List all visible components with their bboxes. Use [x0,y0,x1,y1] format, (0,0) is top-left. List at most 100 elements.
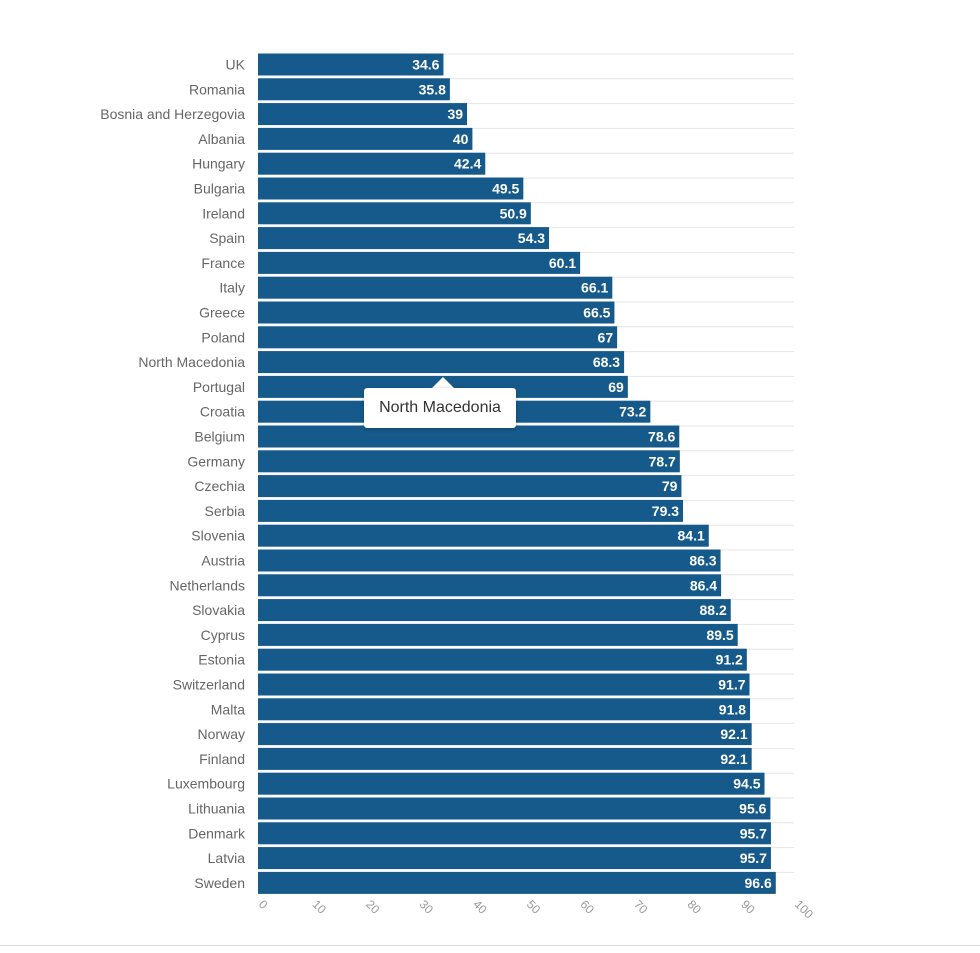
footer-divider [0,945,980,946]
category-label: Romania [189,81,245,97]
data-label: 73.2 [619,404,646,420]
category-label: Cyprus [201,627,245,643]
bar [258,227,550,250]
bar [258,152,486,175]
bar [258,723,752,746]
bar [258,623,738,646]
x-tick-label: 100 [792,897,816,921]
data-label: 68.3 [593,354,620,370]
category-label: Norway [198,726,245,742]
data-label: 60.1 [549,255,576,271]
category-label: Portugal [193,379,245,395]
data-label: 42.4 [454,156,481,172]
x-tick-label: 10 [309,897,329,917]
category-label: Italy [219,280,245,296]
data-label: 88.2 [700,602,727,618]
data-label: 96.6 [745,875,772,891]
x-tick-label: 80 [685,897,705,917]
bar [258,276,613,299]
category-label: Switzerland [173,677,245,693]
category-label: Austria [201,553,245,569]
category-label: Germany [187,453,245,469]
bar [258,177,524,200]
x-tick-label: 30 [417,897,437,917]
bar [258,351,625,374]
bar [258,847,771,870]
bar [258,202,531,225]
tooltip-arrow [432,377,454,388]
data-label: 34.6 [412,57,439,73]
data-label: 39 [447,106,463,122]
bar [258,53,444,76]
bar [258,524,709,547]
data-label: 95.6 [739,801,766,817]
category-label: Hungary [192,156,245,172]
x-tick-label: 70 [631,897,651,917]
bar [258,549,721,572]
x-tick-label: 60 [577,897,597,917]
bar [258,822,771,845]
x-tick-label: 50 [524,897,544,917]
data-label: 35.8 [419,81,446,97]
data-label: 79 [662,478,678,494]
category-label: North Macedonia [138,354,245,370]
category-label: Greece [199,305,245,321]
bar [258,450,680,473]
bar [258,127,473,150]
bar [258,747,752,770]
bar [258,673,750,696]
category-label: Bulgaria [194,181,246,197]
data-label: 92.1 [720,726,747,742]
category-label: UK [226,57,246,73]
category-label: Sweden [194,875,245,891]
data-label: 67 [598,329,614,345]
category-label: Albania [198,131,245,147]
bar [258,326,618,349]
category-label: Latvia [208,850,246,866]
data-label: 66.1 [581,280,608,296]
bar [258,648,747,671]
data-label: 91.7 [718,677,745,693]
category-label: Lithuania [188,801,245,817]
bar [258,772,765,795]
data-label: 91.2 [716,652,743,668]
data-label: 54.3 [518,230,545,246]
data-label: 86.3 [689,553,716,569]
category-label: Slovakia [192,602,245,618]
data-label: 92.1 [720,751,747,767]
data-label: 95.7 [740,850,767,866]
data-label: 50.9 [500,205,527,221]
data-label: 78.7 [649,453,676,469]
category-label: Bosnia and Herzegovia [100,106,245,122]
category-label: Ireland [202,205,245,221]
bar [258,78,450,101]
category-label: Croatia [200,404,245,420]
category-label: Luxembourg [167,776,245,792]
category-label: France [201,255,245,271]
data-label: 89.5 [706,627,733,643]
data-label: 69 [608,379,624,395]
category-label: Serbia [205,503,246,519]
x-tick-label: 90 [738,897,758,917]
data-label: 91.8 [719,701,746,717]
category-label: Estonia [198,652,245,668]
bar [258,599,731,622]
category-label: Denmark [188,825,246,841]
x-tick-label: 0 [256,897,271,912]
category-label: Belgium [194,429,245,445]
category-label: Poland [201,329,245,345]
hover-tooltip: North Macedonia [364,388,516,428]
data-label: 86.4 [690,577,717,593]
data-label: 84.1 [678,528,705,544]
data-label: 95.7 [740,825,767,841]
bar [258,425,680,448]
data-label: 66.5 [583,305,610,321]
x-tick-label: 20 [363,897,383,917]
bar [258,871,776,894]
data-label: 79.3 [652,503,679,519]
bar [258,301,615,324]
category-label: Netherlands [170,577,246,593]
data-label: 94.5 [733,776,760,792]
data-label: 78.6 [648,429,675,445]
